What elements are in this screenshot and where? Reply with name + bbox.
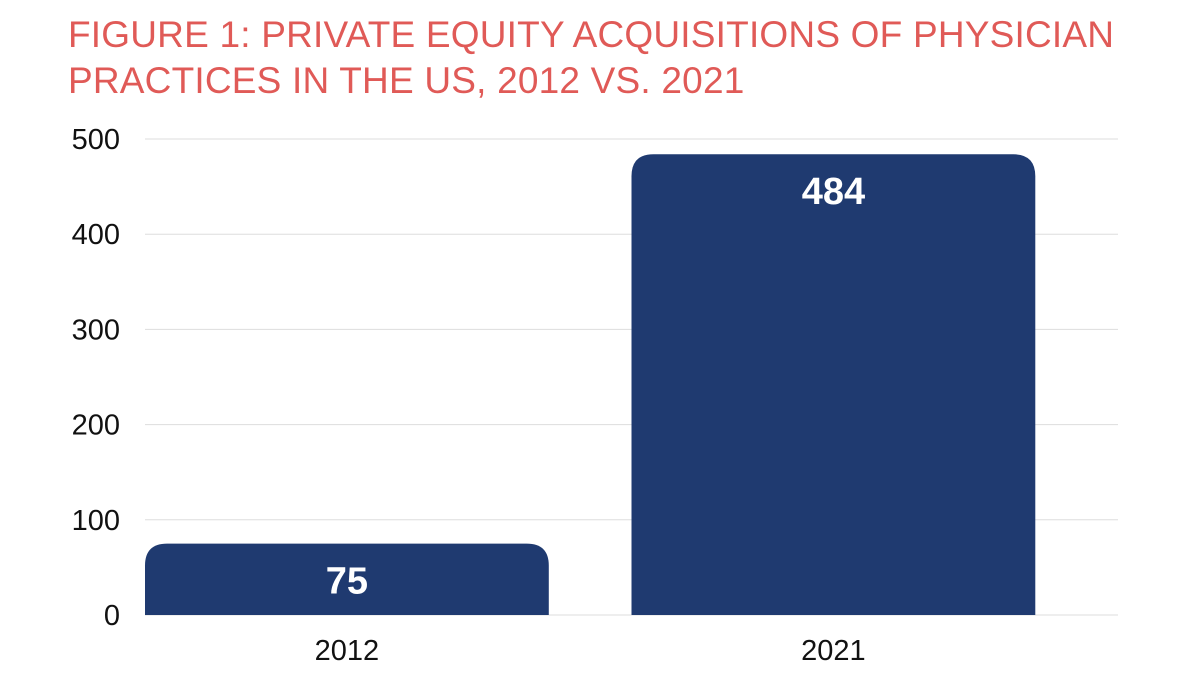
x-tick-label: 2012 — [315, 635, 380, 667]
bars — [145, 154, 1036, 615]
x-tick-label: 2021 — [801, 635, 866, 667]
x-axis-ticks: 2012 2021 — [315, 635, 866, 667]
y-tick-label: 300 — [72, 314, 120, 346]
data-label: 75 — [326, 561, 368, 603]
y-tick-label: 0 — [104, 600, 120, 632]
y-tick-label: 200 — [72, 410, 120, 442]
y-tick-label: 100 — [72, 505, 120, 537]
y-tick-label: 500 — [72, 124, 120, 156]
data-label: 484 — [802, 171, 865, 213]
chart-title: FIGURE 1: PRIVATE EQUITY ACQUISITIONS OF… — [68, 14, 1115, 101]
y-tick-label: 400 — [72, 219, 120, 251]
data-labels: 75 484 — [326, 171, 865, 602]
bar-2012 — [145, 543, 549, 615]
y-axis-ticks: 0 100 200 300 400 500 — [72, 124, 120, 632]
bar-2021 — [631, 154, 1036, 615]
